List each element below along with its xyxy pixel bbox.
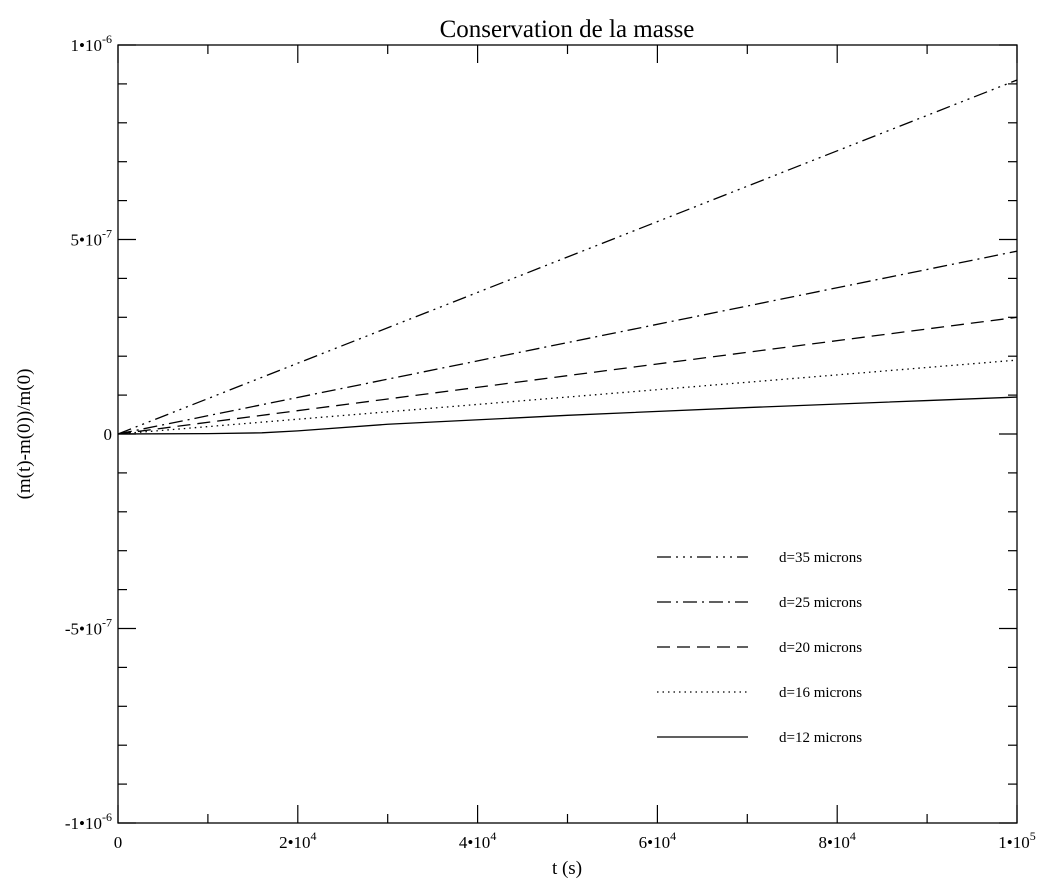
plot-frame [117,44,1018,824]
x-tick-label: 4•104 [459,829,496,852]
axis-ticks [117,44,1018,824]
legend-label: d=12 microns [779,730,862,746]
legend-label: d=25 microns [779,595,862,611]
legend-label: d=16 microns [779,685,862,701]
series-line-d-12-microns [117,396,1018,435]
chart-title: Conservation de la masse [440,16,695,43]
series-line-d-25-microns [117,250,1018,435]
tick-labels: 0 2•104 4•104 6•104 8•104 1•1051•10-65•10-70-… [65,32,1036,852]
series-line-d-35-microns [117,79,1018,435]
legend: d=35 microns d=25 microns d=20 microns d=16… [657,550,862,746]
x-tick-label: 8•104 [818,829,855,852]
x-tick-label: 2•104 [279,829,316,852]
y-tick-label: -5•10-7 [65,616,112,639]
legend-label: d=35 microns [779,550,862,566]
y-tick-label: 1•10-6 [71,32,112,55]
series-line-d-20-microns [117,316,1018,435]
y-tick-label: -1•10-6 [65,810,112,833]
x-tick-label: 6•104 [639,829,676,852]
y-axis-label: (m(t)-m(0))/m(0) [14,369,35,500]
y-tick-label: 0 [104,425,113,444]
series-line-d-16-microns [117,359,1018,435]
legend-label: d=20 microns [779,640,862,656]
x-axis-label: t (s) [552,858,582,879]
series-lines [117,79,1018,435]
x-tick-label: 1•105 [998,829,1035,852]
x-tick-label: 0 [114,833,123,852]
y-tick-label: 5•10-7 [71,227,112,250]
